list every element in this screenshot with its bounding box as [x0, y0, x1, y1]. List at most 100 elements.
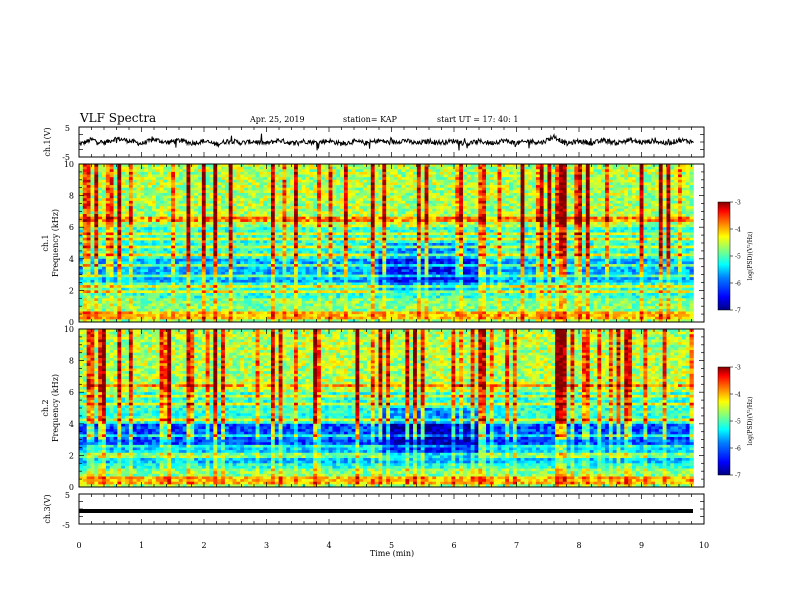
spectrogram-cell — [190, 195, 195, 199]
spectrogram-cell — [244, 179, 249, 183]
spectrogram-cell — [263, 192, 268, 196]
spectrogram-cell — [136, 169, 141, 173]
spectrogram-cell — [255, 314, 260, 318]
spectrogram-cell — [148, 269, 153, 273]
spectrogram-cell — [305, 190, 310, 194]
spectrogram-cell — [378, 277, 383, 281]
spectrogram-cell — [309, 274, 314, 278]
spectrogram-cell — [105, 266, 111, 270]
spectrogram-cell — [382, 237, 387, 241]
spectrogram-cell — [267, 256, 272, 260]
spectrogram-cell — [128, 240, 134, 244]
spectrogram-cell — [228, 300, 233, 304]
spectrogram-cell — [270, 224, 276, 228]
spectrogram-cell — [163, 200, 168, 204]
spectrogram-cell — [374, 295, 379, 299]
spectrogram-cell — [355, 303, 360, 307]
spectrogram-cell — [340, 187, 345, 191]
spectrogram-cell — [347, 295, 353, 299]
spectrogram-cell — [178, 240, 184, 244]
spectrogram-cell — [94, 185, 99, 189]
spectrogram-cell — [140, 177, 145, 181]
spectrogram-cell — [79, 187, 84, 191]
spectrogram-cell — [224, 319, 230, 322]
spectrogram-cell — [213, 198, 218, 202]
spectrogram-cell — [355, 221, 360, 225]
spectrogram-cell — [109, 245, 114, 249]
spectrogram-cell — [105, 303, 111, 307]
spectrogram-cell — [343, 264, 349, 268]
spectrogram-cell — [167, 314, 172, 318]
spectrogram-cell — [132, 240, 137, 244]
spectrogram-cell — [294, 235, 299, 239]
spectrogram-cell — [374, 187, 379, 191]
spectrogram-cell — [217, 253, 222, 257]
spectrogram-cell — [109, 240, 114, 244]
spectrogram-cell — [317, 174, 322, 178]
spectrogram-cell — [117, 279, 122, 283]
spectrogram-cell — [274, 190, 280, 194]
spectrogram-cell — [132, 258, 137, 262]
spectrogram-cell — [163, 224, 168, 228]
spectrogram-cell — [182, 219, 187, 223]
spectrogram-cell — [194, 221, 199, 225]
spectrogram-cell — [240, 195, 245, 199]
spectrogram-cell — [167, 303, 172, 307]
spectrogram-cell — [290, 261, 295, 265]
spectrogram-cell — [259, 179, 264, 183]
spectrogram-cell — [240, 164, 245, 168]
spectrogram-cell — [198, 258, 203, 262]
spectrogram-cell — [182, 232, 187, 236]
spectrogram-cell — [297, 253, 303, 257]
spectrogram-cell — [320, 190, 326, 194]
spectrogram-cell — [278, 171, 283, 175]
spectrogram-cell — [244, 300, 249, 304]
spectrogram-cell — [125, 203, 130, 207]
spectrogram-cell — [217, 271, 222, 275]
spectrogram-cell — [132, 219, 137, 223]
spectrogram-cell — [94, 248, 99, 252]
spectrogram-cell — [247, 182, 253, 186]
spectrogram-cell — [175, 282, 180, 286]
spectrogram-cell — [251, 243, 257, 247]
spectrogram-cell — [205, 224, 210, 228]
spectrogram-cell — [286, 271, 291, 275]
date-label: Apr. 25, 2019 — [249, 115, 305, 124]
spectrogram-cell — [374, 290, 379, 294]
spectrogram-cell — [343, 243, 349, 247]
spectrogram-cell — [205, 198, 210, 202]
spectrogram-cell — [374, 271, 379, 275]
spectrogram-cell — [82, 306, 88, 310]
spectrogram-cell — [159, 245, 164, 249]
spectrogram-cell — [390, 187, 395, 191]
spectrogram-cell — [370, 192, 376, 196]
spectrogram-cell — [313, 198, 318, 202]
spectrogram-cell — [163, 166, 168, 170]
spectrogram-cell — [382, 271, 387, 275]
spectrogram-cell — [317, 266, 322, 270]
spectrogram-cell — [198, 319, 203, 322]
spectrogram-cell — [105, 190, 111, 194]
spectrogram-cell — [355, 274, 360, 278]
spectrogram-cell — [270, 282, 276, 286]
spectrogram-cell — [255, 253, 260, 257]
spectrogram-cell — [309, 200, 314, 204]
spectrogram-cell — [286, 274, 291, 278]
spectrogram-cell — [240, 295, 245, 299]
spectrogram-cell — [370, 303, 376, 307]
spectrogram-cell — [370, 250, 376, 254]
spectrogram-cell — [121, 279, 126, 283]
spectrogram-cell — [82, 185, 88, 189]
spectrogram-cell — [175, 224, 180, 228]
spectrogram-cell — [351, 245, 356, 249]
spectrogram-cell — [340, 164, 345, 168]
spectrogram-cell — [290, 308, 295, 312]
spectrogram-cell — [274, 316, 280, 320]
spectrogram-cell — [320, 240, 326, 244]
spectrogram-cell — [102, 227, 107, 231]
spectrogram-cell — [82, 243, 88, 247]
spectrogram-cell — [255, 258, 260, 262]
spectrogram-cell — [113, 174, 118, 178]
spectrogram-cell — [94, 303, 99, 307]
spectrogram-cell — [171, 245, 176, 249]
